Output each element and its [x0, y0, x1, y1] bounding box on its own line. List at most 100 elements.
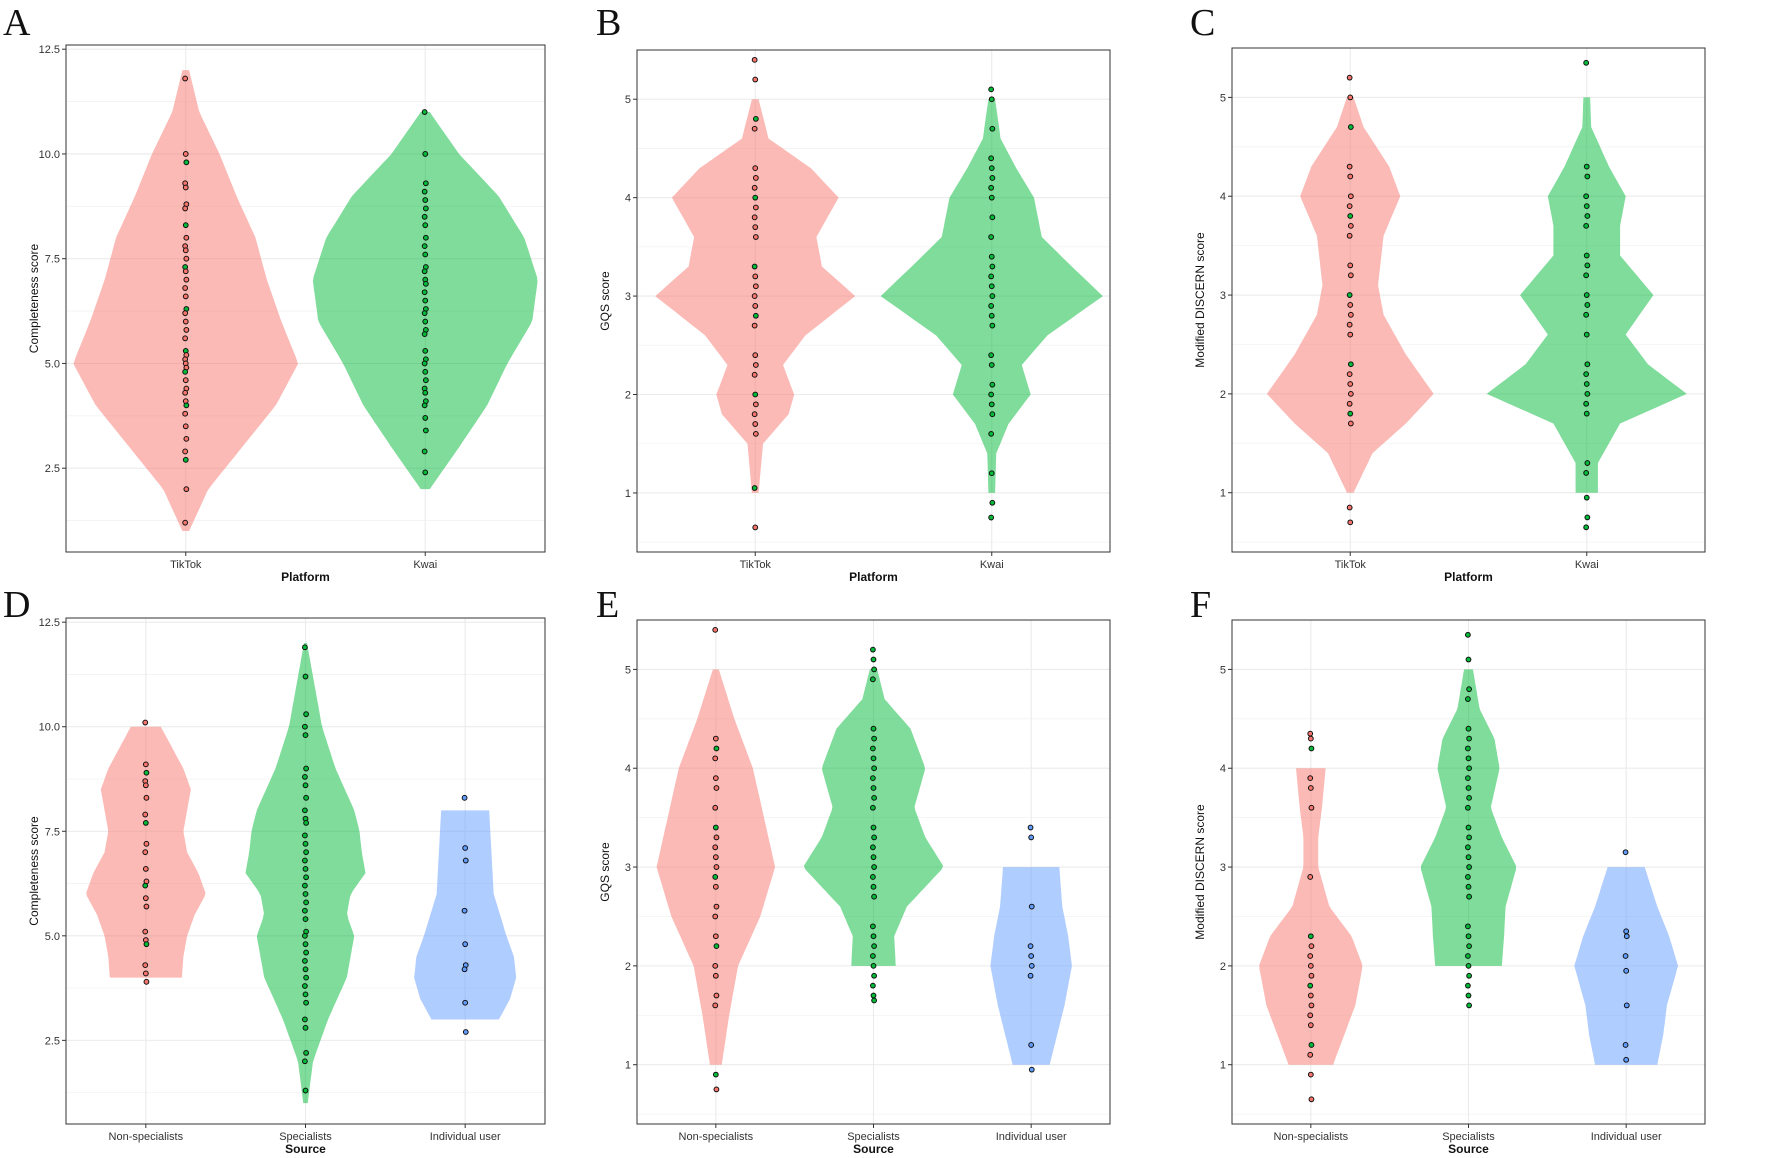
data-point [712, 735, 719, 742]
x-axis-title: Platform [1444, 570, 1493, 584]
x-tick-label: TikTok [1335, 559, 1367, 571]
data-point [870, 656, 877, 663]
data-point [712, 972, 719, 979]
violin-individual-user [414, 810, 517, 1020]
y-tick-label: 12.5 [39, 44, 60, 56]
panel-d: D 2.5 5.0 7.5 10.0 12.5 Non-specialists Special… [3, 584, 546, 1156]
data-point [1583, 410, 1590, 417]
data-point [1346, 504, 1353, 511]
data-point [870, 844, 876, 851]
data-point [182, 423, 189, 430]
data-point [182, 75, 189, 82]
data-point [1308, 972, 1315, 979]
data-point [1346, 371, 1353, 378]
data-point [1584, 361, 1591, 368]
data-point [1307, 962, 1314, 969]
y-tick-label: 7.5 [45, 826, 60, 838]
data-point [1465, 824, 1472, 831]
data-point [752, 391, 759, 398]
data-point [752, 430, 759, 437]
data-point [302, 732, 309, 738]
data-point [1583, 524, 1590, 531]
y-tick-label: 2 [1220, 961, 1226, 973]
data-point [1622, 1042, 1629, 1048]
x-tick-label: Non-specialists [1274, 1131, 1349, 1143]
data-point [1584, 390, 1591, 397]
y-tick-label: 2 [625, 390, 631, 402]
data-point [1466, 765, 1472, 772]
data-point [712, 933, 719, 940]
data-point [182, 310, 189, 317]
data-point [303, 820, 310, 826]
data-point [752, 283, 759, 290]
data-point [1308, 943, 1315, 950]
data-point [303, 849, 310, 856]
data-point [1466, 943, 1472, 950]
data-point [1584, 213, 1591, 219]
data-point [422, 251, 429, 258]
data-point [302, 958, 308, 964]
y-tick-label: 4 [625, 763, 631, 775]
data-point [302, 1058, 308, 1065]
data-point [1465, 745, 1471, 752]
data-point [1466, 686, 1472, 693]
data-point [871, 893, 877, 900]
data-point [870, 745, 876, 752]
data-point [1346, 232, 1353, 239]
x-axis-title: Source [853, 1142, 894, 1156]
data-point [871, 666, 877, 673]
data-point [302, 882, 308, 889]
data-point [712, 755, 719, 762]
data-point [1307, 982, 1314, 989]
data-point [1346, 163, 1353, 170]
panel-border [1231, 47, 1706, 553]
data-point [1346, 74, 1353, 81]
data-point [870, 676, 876, 683]
data-point [988, 253, 995, 260]
data-point [1307, 775, 1314, 782]
y-tick-label: 10.0 [39, 722, 60, 734]
data-point [988, 312, 995, 319]
data-point [752, 303, 759, 309]
data-point [302, 991, 309, 998]
data-point [1307, 1022, 1314, 1029]
data-point [871, 834, 877, 841]
y-tick-label: 3 [1220, 862, 1226, 874]
y-tick-label: 5 [625, 94, 631, 106]
data-point [712, 913, 719, 920]
data-point [1584, 514, 1591, 521]
data-point [421, 289, 428, 296]
x-axis-title: Platform [849, 570, 898, 584]
data-point [989, 293, 996, 299]
data-point [751, 322, 758, 329]
data-point [713, 992, 720, 999]
y-tick-label: 2 [625, 961, 631, 973]
x-tick-label: Specialists [847, 1131, 900, 1143]
data-point [142, 895, 149, 902]
data-point [870, 785, 877, 791]
data-point [182, 389, 189, 396]
panel-letter: A [3, 2, 31, 44]
data-point [870, 953, 876, 959]
data-point [1347, 302, 1354, 308]
data-point [302, 857, 308, 864]
x-tick-label: Individual user [430, 1131, 501, 1143]
panel-c: C 1 2 3 4 5 TikTok Kwai Platform Modified DISCERN… [1190, 2, 1706, 584]
data-point [1465, 854, 1472, 861]
data-point [988, 96, 995, 103]
x-tick-label: TikTok [170, 559, 202, 571]
data-point [870, 854, 877, 861]
data-point [751, 485, 758, 491]
data-point [1347, 173, 1354, 180]
data-point [1028, 953, 1035, 959]
data-point [1584, 460, 1591, 466]
y-tick-label: 4 [1220, 763, 1226, 775]
data-point [712, 874, 719, 880]
data-point [1622, 849, 1629, 856]
data-point [303, 1050, 310, 1056]
data-point [989, 263, 996, 270]
data-point [421, 310, 428, 317]
data-point [988, 430, 995, 437]
data-point [870, 933, 877, 940]
data-point [1307, 1012, 1314, 1019]
